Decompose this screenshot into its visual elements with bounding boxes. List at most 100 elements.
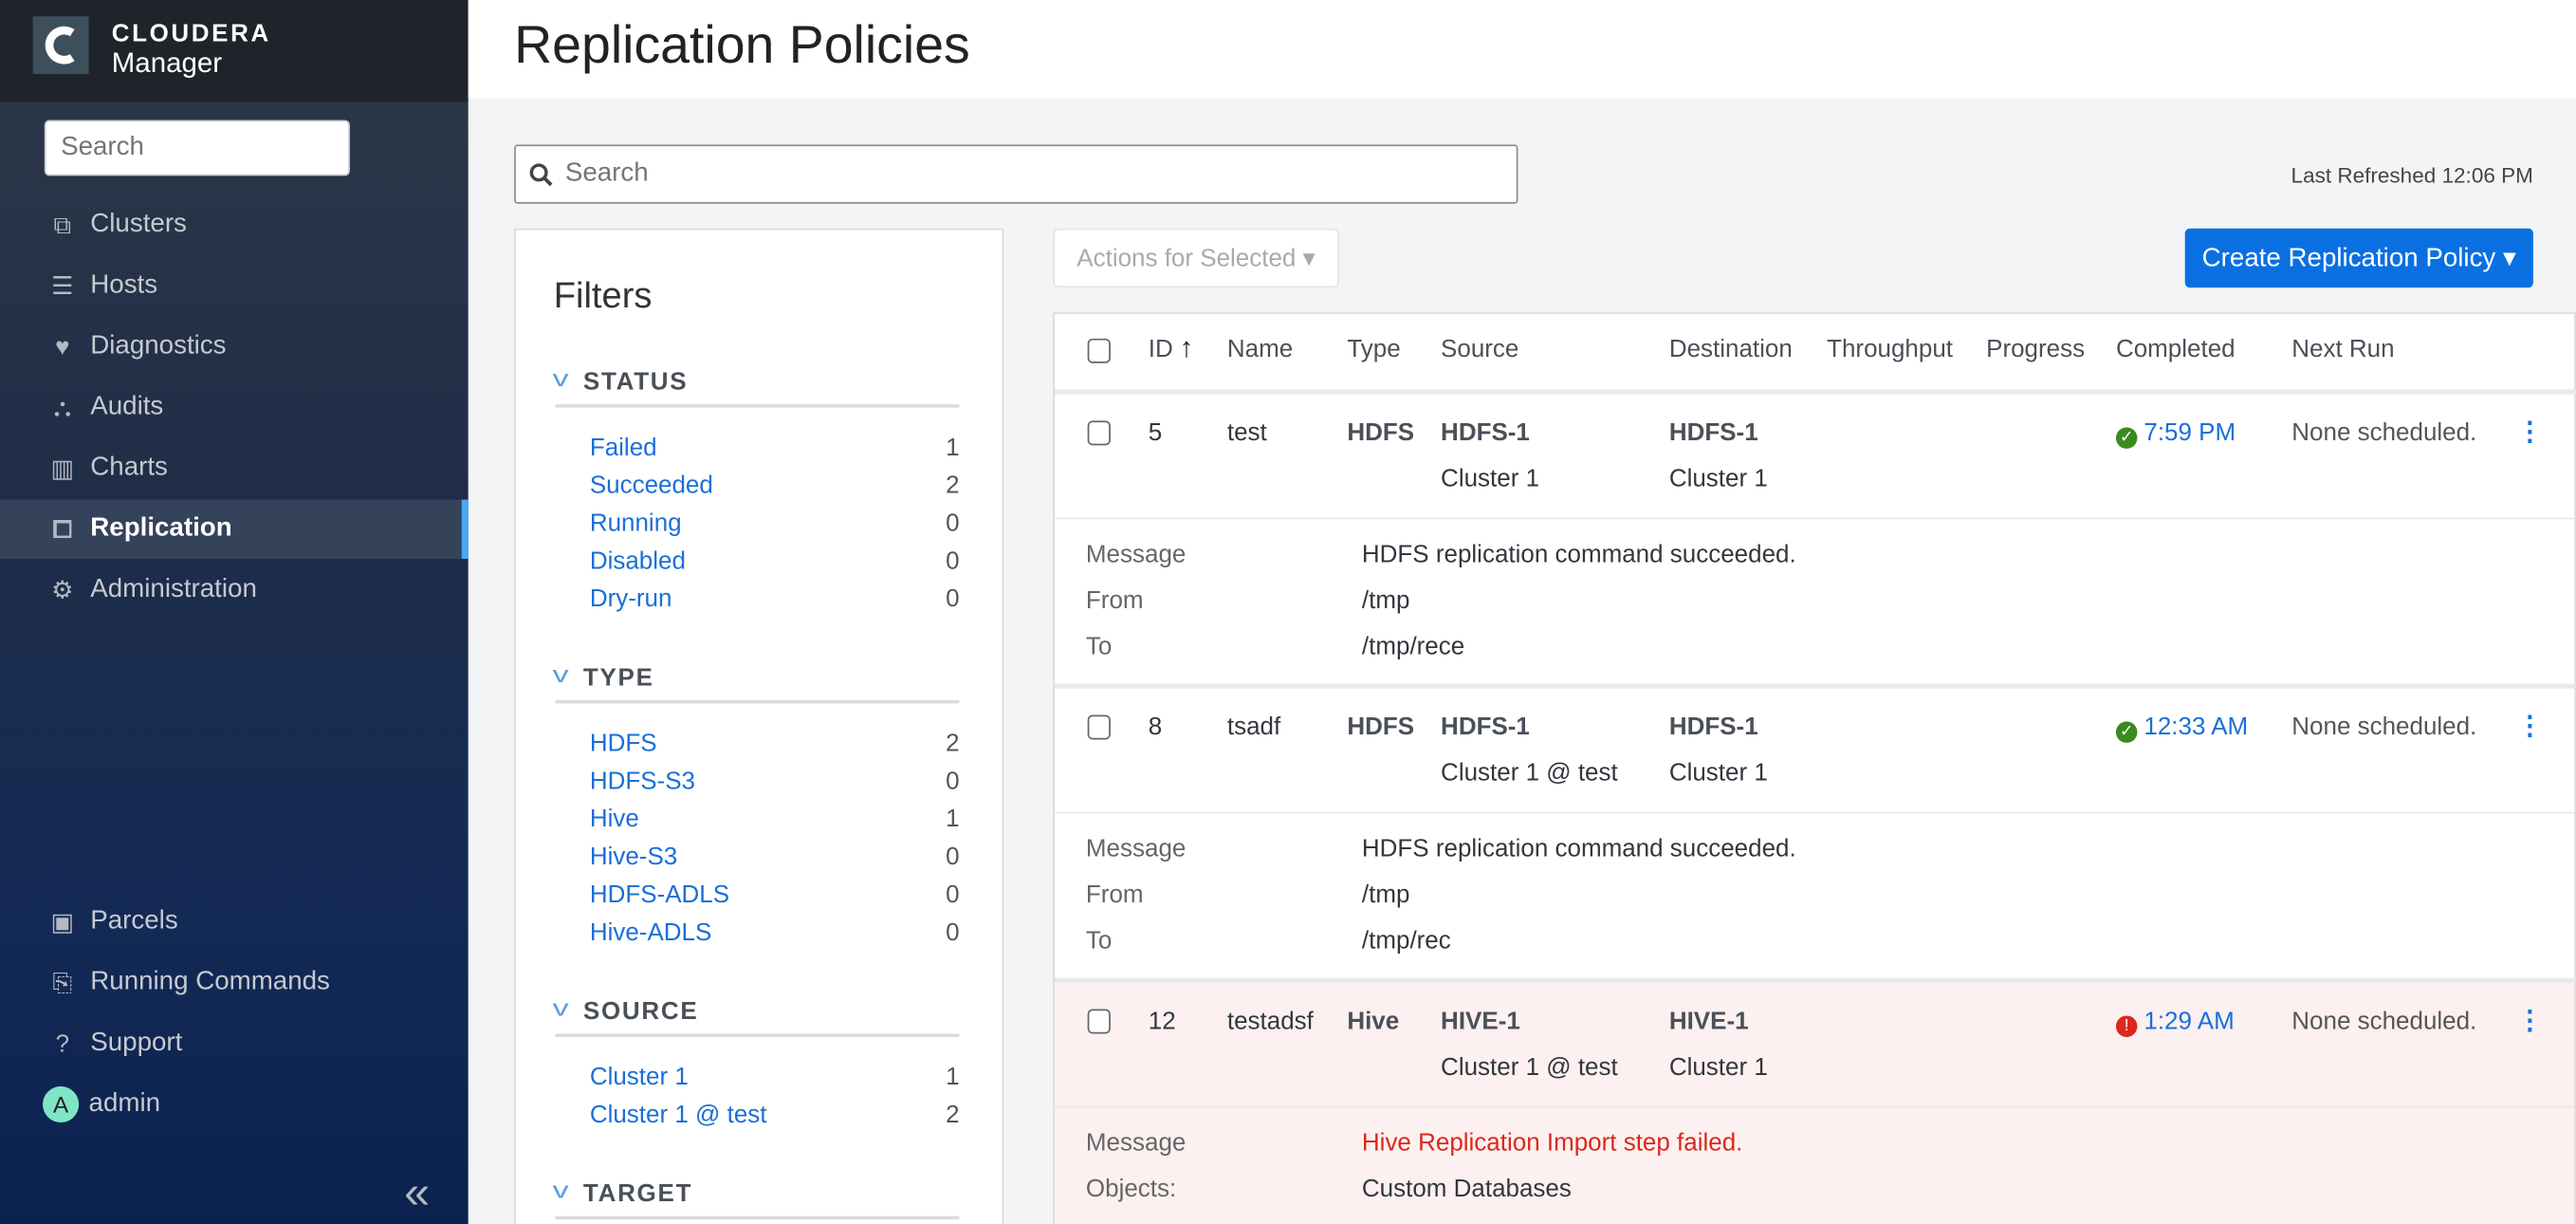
table-row[interactable]: 12testadsfHiveHIVE-1Cluster 1 @ testHIVE…	[1055, 983, 2574, 1106]
filter-item[interactable]: Hive-S30	[555, 838, 959, 876]
filter-item[interactable]: Hive-ADLS0	[555, 914, 959, 952]
sidebar-item-charts[interactable]: ▥Charts	[0, 438, 469, 497]
detail-value: /tmp/rece	[1362, 633, 1464, 660]
filter-item-label[interactable]: Running	[590, 510, 682, 537]
filter-item-label[interactable]: Hive-S3	[590, 844, 677, 871]
sidebar-item-label: Hosts	[90, 271, 157, 301]
destination-cluster: Cluster 1	[1669, 759, 1768, 787]
filter-item[interactable]: Cluster 11	[555, 1058, 959, 1096]
row-details: MessageHive Replication Import step fail…	[1055, 1106, 2574, 1224]
filter-section-header[interactable]: vTARGET	[555, 1180, 959, 1220]
filter-item[interactable]: Dry-run0	[555, 580, 959, 618]
chevron-down-icon[interactable]: v	[553, 660, 571, 687]
table-row[interactable]: 8tsadfHDFSHDFS-1Cluster 1 @ testHDFS-1Cl…	[1055, 689, 2574, 812]
filter-item-label[interactable]: HDFS	[590, 730, 657, 757]
sidebar-item-clusters[interactable]: ⧉Clusters	[0, 195, 469, 254]
column-header-progress[interactable]: Progress	[1986, 335, 2085, 362]
filter-item[interactable]: HDFS-S30	[555, 763, 959, 801]
filter-section-header[interactable]: vTYPE	[555, 664, 959, 704]
completed-time-text[interactable]: 7:59 PM	[2144, 419, 2236, 447]
table-row[interactable]: 5testHDFSHDFS-1Cluster 1HDFS-1Cluster 1✓…	[1055, 395, 2574, 518]
detail-label: Message	[1086, 1129, 1186, 1157]
filter-section-header[interactable]: vSTATUS	[555, 368, 959, 408]
policy-name[interactable]: tsadf	[1227, 714, 1280, 741]
sidebar-item-running-commands[interactable]: ⎘Running Commands	[0, 954, 469, 1012]
sidebar-search-input[interactable]	[45, 120, 350, 176]
completed-time[interactable]: ! 1:29 AM	[2116, 1008, 2235, 1037]
filter-item-label[interactable]: HDFS-S3	[590, 768, 695, 795]
filter-section-header[interactable]: vSOURCE	[555, 997, 959, 1037]
row-checkbox[interactable]	[1088, 420, 1111, 445]
filter-item[interactable]: Failed1	[555, 429, 959, 467]
filter-item-label[interactable]: Dry-run	[590, 585, 672, 613]
filter-section-status: vSTATUSFailed1Succeeded2Running0Disabled…	[555, 368, 959, 618]
sidebar-item-replication[interactable]: ⧠Replication	[0, 500, 469, 559]
column-header-completed[interactable]: Completed	[2116, 335, 2236, 362]
sidebar-item-diagnostics[interactable]: ♥Diagnostics	[0, 317, 469, 376]
filter-item-label[interactable]: Disabled	[590, 547, 686, 575]
binoculars-icon: ⛬	[45, 394, 81, 421]
sidebar-item-administration[interactable]: ⚙Administration	[0, 561, 469, 620]
column-header-next-run[interactable]: Next Run	[2291, 335, 2394, 362]
policies-table: ID Name Type Source Destination Throughput Pro…	[1053, 312, 2576, 1224]
chevron-down-icon[interactable]: v	[553, 365, 571, 392]
filter-list: HDFS2HDFS-S30Hive1Hive-S30HDFS-ADLS0Hive…	[555, 725, 959, 952]
filter-item-label[interactable]: HDFS-ADLS	[590, 881, 729, 908]
error-icon: !	[2116, 1015, 2138, 1037]
sidebar-item-parcels[interactable]: ▣Parcels	[0, 893, 469, 952]
filter-item[interactable]: HDFS-ADLS0	[555, 876, 959, 914]
actions-for-selected-button[interactable]: Actions for Selected ▾	[1053, 229, 1338, 287]
completed-time-text[interactable]: 12:33 AM	[2144, 714, 2248, 741]
row-actions-kebab-icon[interactable]: ⋮	[2517, 1004, 2544, 1037]
sidebar: CLOUDERA Manager ⧉Clusters☰Hosts♥Diagnos…	[0, 0, 469, 1224]
sidebar-item-hosts[interactable]: ☰ Hosts	[0, 256, 469, 315]
search-icon	[529, 162, 554, 187]
row-actions-kebab-icon[interactable]: ⋮	[2517, 710, 2544, 743]
create-replication-policy-button[interactable]: Create Replication Policy ▾	[2185, 229, 2533, 287]
collapse-sidebar-icon[interactable]: «	[404, 1167, 430, 1219]
select-all-checkbox[interactable]	[1088, 339, 1111, 363]
filter-item-label[interactable]: Cluster 1	[590, 1064, 689, 1091]
policy-type: HDFS	[1347, 714, 1414, 741]
completed-time-text[interactable]: 1:29 AM	[2144, 1008, 2234, 1035]
cloudera-logo-icon[interactable]	[33, 16, 89, 74]
filter-item[interactable]: Running0	[555, 505, 959, 543]
filter-item-label[interactable]: Cluster 1 @ test	[590, 1102, 767, 1129]
sidebar-item-audits[interactable]: ⛬Audits	[0, 378, 469, 436]
filter-item-label[interactable]: Failed	[590, 434, 657, 461]
avatar: A	[43, 1086, 79, 1122]
column-header-destination[interactable]: Destination	[1669, 335, 1793, 362]
policy-search[interactable]	[514, 144, 1518, 203]
column-header-name[interactable]: Name	[1227, 335, 1293, 362]
filter-item[interactable]: Disabled0	[555, 543, 959, 581]
detail-value: Custom Databases	[1362, 1175, 1572, 1202]
filters-panel: Filters vSTATUSFailed1Succeeded2Running0…	[514, 229, 1003, 1224]
filter-item[interactable]: Hive1	[555, 801, 959, 839]
column-header-type[interactable]: Type	[1347, 335, 1400, 362]
row-actions-kebab-icon[interactable]: ⋮	[2517, 416, 2544, 449]
chevron-down-icon[interactable]: v	[553, 994, 571, 1021]
detail-value: HDFS replication command succeeded.	[1362, 835, 1796, 862]
chevron-down-icon[interactable]: v	[553, 1177, 571, 1203]
column-header-throughput[interactable]: Throughput	[1827, 335, 1953, 362]
column-header-id[interactable]: ID	[1149, 335, 1173, 362]
filter-list: Failed1Succeeded2Running0Disabled0Dry-ru…	[555, 429, 959, 618]
completed-time[interactable]: ✓7:59 PM	[2116, 419, 2236, 449]
row-checkbox[interactable]	[1088, 1010, 1111, 1034]
sidebar-item-support[interactable]: ?Support	[0, 1014, 469, 1073]
filter-item[interactable]: Cluster 1 @ test2	[555, 1096, 959, 1134]
server-icon: ☰	[45, 271, 81, 301]
filter-item[interactable]: Succeeded2	[555, 467, 959, 505]
policy-name[interactable]: testadsf	[1227, 1008, 1314, 1035]
row-checkbox[interactable]	[1088, 714, 1111, 739]
filter-item-label[interactable]: Succeeded	[590, 472, 713, 499]
policy-name[interactable]: test	[1227, 419, 1267, 447]
column-header-source[interactable]: Source	[1441, 335, 1518, 362]
filter-item-label[interactable]: Hive	[590, 806, 639, 833]
filter-item-label[interactable]: Hive-ADLS	[590, 918, 712, 946]
filter-item[interactable]: HDFS2	[555, 725, 959, 763]
completed-time[interactable]: ✓12:33 AM	[2116, 714, 2248, 743]
filter-section-title: TYPE	[583, 664, 654, 692]
search-input[interactable]	[561, 158, 1504, 191]
sidebar-item-user[interactable]: A admin	[0, 1075, 469, 1134]
